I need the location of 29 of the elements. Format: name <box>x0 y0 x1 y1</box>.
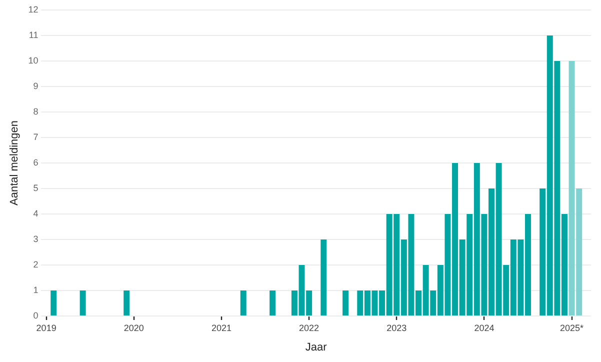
y-tick-label: 12 <box>28 4 38 14</box>
x-tick-label: 2022 <box>299 322 320 333</box>
bar <box>270 290 276 316</box>
y-tick-label: 8 <box>33 106 38 116</box>
y-tick-label: 3 <box>33 234 38 244</box>
x-tick-label: 2023 <box>386 322 407 333</box>
bar <box>320 240 327 316</box>
y-tick-label: 0 <box>33 310 38 320</box>
y-tick-label: 2 <box>33 259 38 270</box>
x-tick-label: 2019 <box>36 322 56 333</box>
x-tick-label: 2025* <box>560 322 584 333</box>
bar <box>124 290 130 316</box>
y-tick-label: 10 <box>28 55 38 66</box>
y-tick-label: 6 <box>33 157 38 168</box>
y-tick-label: 4 <box>33 208 38 218</box>
bar <box>342 290 349 316</box>
bar <box>80 290 86 316</box>
bar <box>240 290 246 316</box>
y-tick-label: 9 <box>33 80 38 91</box>
x-axis-title: Jaar <box>305 341 328 354</box>
y-axis-title: Aantal meldingen <box>8 120 21 206</box>
y-tick-label: 5 <box>33 182 38 193</box>
y-tick-label: 1 <box>33 284 38 295</box>
x-tick-label: 2020 <box>124 322 144 333</box>
y-tick-label: 7 <box>33 132 38 142</box>
y-tick-label: 11 <box>28 30 38 40</box>
x-tick-label: 2021 <box>211 322 232 333</box>
bar <box>50 290 57 316</box>
x-tick-label: 2024 <box>474 322 494 333</box>
